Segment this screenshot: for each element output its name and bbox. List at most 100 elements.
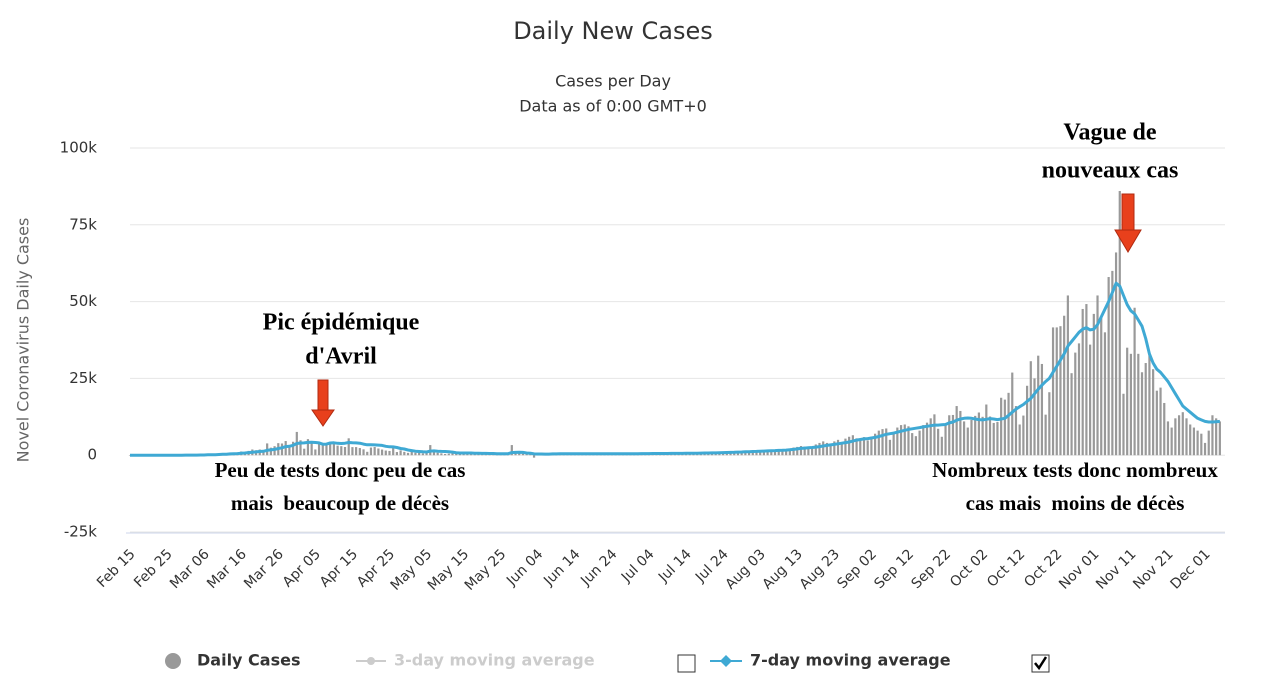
bar <box>959 410 962 456</box>
bar <box>443 453 447 456</box>
bar <box>796 446 799 456</box>
bar <box>1092 313 1095 456</box>
bar <box>317 443 321 456</box>
bar <box>447 453 450 456</box>
bar <box>384 450 387 456</box>
legend-label[interactable]: 7-day moving average <box>750 651 951 670</box>
bar <box>299 440 302 456</box>
legend: Daily Cases 3-day moving average 7-day m… <box>165 651 1050 673</box>
bar <box>380 449 384 456</box>
bar <box>1196 430 1199 456</box>
bar <box>899 425 903 456</box>
bar <box>966 427 969 456</box>
bar <box>1048 392 1051 456</box>
bar <box>911 433 914 456</box>
bar <box>914 436 917 456</box>
bar <box>362 449 365 456</box>
bar <box>918 430 921 456</box>
bar <box>532 455 536 458</box>
bar <box>792 447 795 456</box>
bar <box>892 433 895 456</box>
annotation: mais beaucoup de décès <box>231 491 449 515</box>
bar <box>1000 397 1003 456</box>
legend-label[interactable]: Daily Cases <box>197 651 300 670</box>
bar <box>347 438 350 456</box>
bar <box>325 443 328 456</box>
annotation: d'Avril <box>305 344 377 370</box>
bar <box>933 414 936 456</box>
bar <box>436 452 439 456</box>
bar <box>996 422 999 456</box>
bar <box>369 447 373 456</box>
bar <box>280 443 284 456</box>
bar <box>807 447 810 456</box>
bar <box>321 443 324 456</box>
bar <box>303 448 306 456</box>
bar <box>862 437 866 456</box>
bar <box>440 453 443 456</box>
bar <box>1166 421 1170 456</box>
bar <box>1081 308 1084 456</box>
bar <box>881 429 884 456</box>
bar <box>1037 355 1040 456</box>
bar <box>414 452 417 456</box>
bar <box>1033 378 1036 456</box>
bar <box>1200 433 1203 456</box>
bar <box>469 453 473 456</box>
moving-average-line <box>130 281 1221 457</box>
chart-subtitle: Data as of 0:00 GMT+0 <box>519 97 707 116</box>
bar <box>1096 295 1099 456</box>
bar <box>406 452 410 456</box>
bar <box>1100 316 1103 456</box>
bar <box>799 445 803 456</box>
bar <box>329 442 332 456</box>
annotation-arrow <box>1114 193 1142 253</box>
bar <box>962 421 966 456</box>
bar <box>1107 277 1110 456</box>
bar <box>1174 418 1177 456</box>
bar <box>269 447 272 456</box>
bar <box>888 439 892 456</box>
bar <box>292 441 295 456</box>
bar <box>395 452 399 456</box>
bar <box>1003 399 1006 456</box>
bar <box>1118 191 1121 456</box>
bar <box>855 438 858 456</box>
checkbox[interactable] <box>677 654 696 673</box>
bar <box>1133 307 1136 456</box>
bar <box>781 449 784 456</box>
bar <box>1144 363 1147 456</box>
bar <box>1122 393 1125 456</box>
bar <box>848 436 851 456</box>
bar <box>1215 418 1218 456</box>
bar <box>358 448 361 456</box>
bar <box>510 445 513 456</box>
bar <box>1025 385 1029 456</box>
bar <box>1022 415 1025 456</box>
bar <box>451 452 454 456</box>
y-axis-title: Novel Coronavirus Daily Cases <box>14 218 33 463</box>
bar <box>1189 424 1192 456</box>
bar <box>1152 369 1155 456</box>
annotations: Pic épidémique d'Avril Peu de tests donc p… <box>215 120 1219 515</box>
bar <box>922 425 925 456</box>
annotation: Nombreux tests donc nombreux <box>932 458 1218 482</box>
bar <box>1059 326 1062 456</box>
y-tick-label: 100k <box>60 139 98 157</box>
bar <box>1085 304 1088 456</box>
legend-label[interactable]: 3-day moving average <box>394 651 595 670</box>
bar <box>351 447 354 456</box>
bar <box>822 441 825 456</box>
bar <box>1070 373 1073 456</box>
chart-title: Daily New Cases <box>513 17 713 45</box>
bar <box>1114 252 1118 456</box>
bar <box>762 450 765 456</box>
bar <box>751 452 754 456</box>
bar <box>759 451 762 456</box>
bar <box>1185 418 1188 456</box>
bar <box>970 419 973 456</box>
annotation-arrow <box>311 379 335 427</box>
bar <box>985 404 988 456</box>
bar <box>877 430 880 456</box>
